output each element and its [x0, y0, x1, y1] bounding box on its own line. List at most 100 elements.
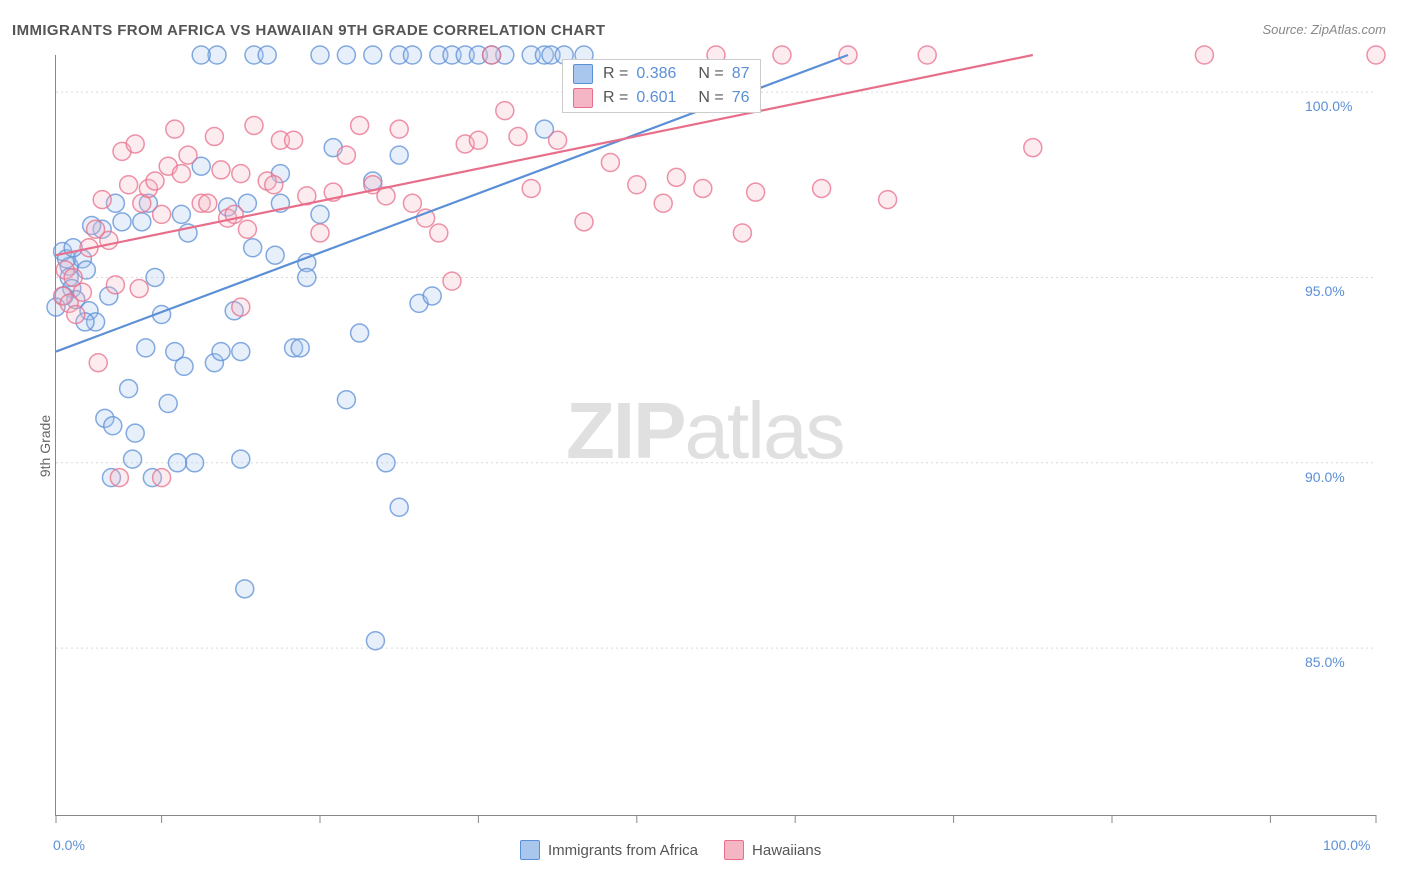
- x-tick-label: 100.0%: [1323, 837, 1370, 853]
- x-tick-label: 0.0%: [53, 837, 85, 853]
- data-point: [469, 131, 487, 149]
- r-value: 0.601: [636, 89, 676, 107]
- data-point: [172, 165, 190, 183]
- data-point: [244, 239, 262, 257]
- correlation-stats-box: R =0.386N =87R =0.601N =76: [562, 59, 761, 113]
- data-point: [89, 354, 107, 372]
- data-point: [126, 135, 144, 153]
- data-point: [153, 469, 171, 487]
- data-point: [153, 205, 171, 223]
- data-point: [285, 131, 303, 149]
- data-point: [423, 287, 441, 305]
- legend-label: Hawaiians: [752, 842, 821, 859]
- data-point: [238, 220, 256, 238]
- data-point: [337, 146, 355, 164]
- data-point: [199, 194, 217, 212]
- data-point: [168, 454, 186, 472]
- data-point: [291, 339, 309, 357]
- legend-swatch: [724, 840, 744, 860]
- data-point: [351, 324, 369, 342]
- data-point: [245, 116, 263, 134]
- legend-item: Hawaiians: [724, 840, 821, 860]
- data-point: [443, 272, 461, 290]
- plot-svg: [56, 55, 1376, 815]
- data-point: [110, 469, 128, 487]
- data-point: [337, 46, 355, 64]
- data-point: [813, 179, 831, 197]
- data-point: [311, 205, 329, 223]
- data-point: [232, 343, 250, 361]
- r-value: 0.386: [636, 65, 676, 83]
- data-point: [172, 205, 190, 223]
- y-tick-label: 95.0%: [1305, 283, 1345, 299]
- data-point: [601, 154, 619, 172]
- n-value: 76: [732, 89, 750, 107]
- data-point: [403, 46, 421, 64]
- stats-row: R =0.386N =87: [563, 62, 760, 86]
- data-point: [212, 161, 230, 179]
- data-point: [126, 424, 144, 442]
- data-point: [113, 213, 131, 231]
- chart-title: IMMIGRANTS FROM AFRICA VS HAWAIIAN 9TH G…: [12, 22, 605, 39]
- data-point: [175, 357, 193, 375]
- data-point: [430, 224, 448, 242]
- stats-row: R =0.601N =76: [563, 86, 760, 110]
- data-point: [496, 102, 514, 120]
- data-point: [232, 298, 250, 316]
- data-point: [694, 179, 712, 197]
- n-label: N =: [698, 65, 723, 83]
- data-point: [366, 632, 384, 650]
- data-point: [166, 120, 184, 138]
- data-point: [133, 213, 151, 231]
- data-point: [1367, 46, 1385, 64]
- data-point: [1195, 46, 1213, 64]
- data-point: [879, 191, 897, 209]
- data-point: [93, 191, 111, 209]
- series-swatch: [573, 88, 593, 108]
- data-point: [377, 454, 395, 472]
- data-point: [628, 176, 646, 194]
- data-point: [654, 194, 672, 212]
- plot-area: ZIPatlas: [55, 55, 1376, 816]
- data-point: [390, 120, 408, 138]
- data-point: [351, 116, 369, 134]
- data-point: [186, 454, 204, 472]
- data-point: [311, 224, 329, 242]
- data-point: [364, 46, 382, 64]
- n-value: 87: [732, 65, 750, 83]
- legend: Immigrants from Africa Hawaiians: [520, 840, 821, 860]
- legend-label: Immigrants from Africa: [548, 842, 698, 859]
- data-point: [918, 46, 936, 64]
- series-swatch: [573, 64, 593, 84]
- data-point: [509, 128, 527, 146]
- y-tick-label: 85.0%: [1305, 654, 1345, 670]
- legend-item: Immigrants from Africa: [520, 840, 698, 860]
- data-point: [337, 391, 355, 409]
- data-point: [205, 128, 223, 146]
- data-point: [64, 268, 82, 286]
- data-point: [311, 46, 329, 64]
- data-point: [522, 179, 540, 197]
- data-point: [483, 46, 501, 64]
- data-point: [390, 146, 408, 164]
- data-point: [104, 417, 122, 435]
- data-point: [106, 276, 124, 294]
- data-point: [120, 380, 138, 398]
- data-point: [258, 46, 276, 64]
- data-point: [130, 280, 148, 298]
- data-point: [403, 194, 421, 212]
- n-label: N =: [698, 89, 723, 107]
- data-point: [266, 246, 284, 264]
- data-point: [575, 213, 593, 231]
- data-point: [773, 46, 791, 64]
- chart-container: IMMIGRANTS FROM AFRICA VS HAWAIIAN 9TH G…: [0, 0, 1406, 892]
- data-point: [137, 339, 155, 357]
- data-point: [192, 46, 210, 64]
- data-point: [67, 306, 85, 324]
- data-point: [232, 165, 250, 183]
- trend-line: [56, 55, 1033, 255]
- data-point: [236, 580, 254, 598]
- data-point: [667, 168, 685, 186]
- data-point: [146, 172, 164, 190]
- data-point: [390, 498, 408, 516]
